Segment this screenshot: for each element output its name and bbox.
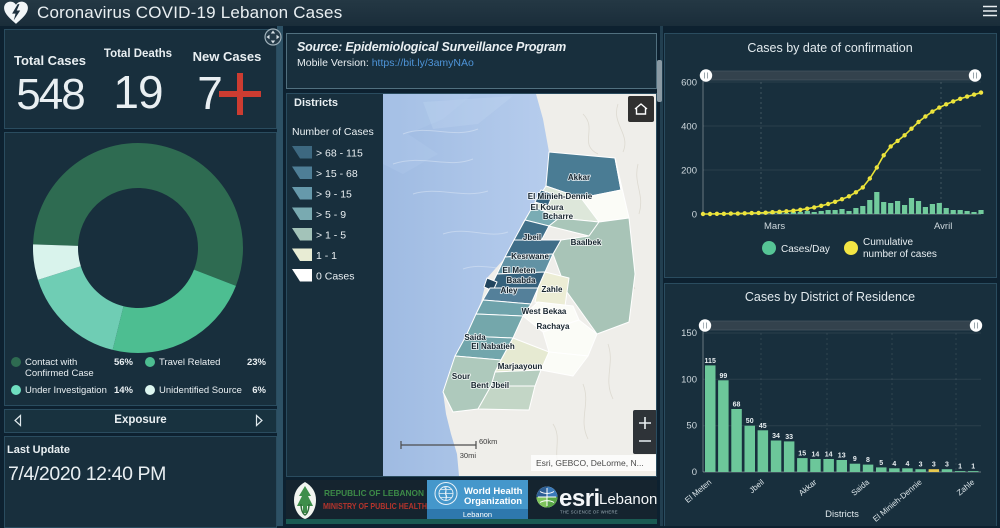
svg-text:Rachaya: Rachaya	[537, 322, 570, 331]
svg-text:23%: 23%	[247, 357, 267, 368]
svg-text:Akkar: Akkar	[568, 173, 590, 182]
svg-text:THE SCIENCE OF WHERE: THE SCIENCE OF WHERE	[560, 510, 618, 515]
svg-text:Zahle: Zahle	[955, 477, 977, 497]
svg-text:Baabda: Baabda	[507, 276, 536, 285]
svg-text:number of cases: number of cases	[863, 249, 937, 260]
svg-text:8: 8	[866, 457, 870, 464]
svg-text:Cases/Day: Cases/Day	[781, 244, 830, 255]
svg-text:15: 15	[798, 451, 806, 458]
svg-text:Jbeil: Jbeil	[747, 477, 766, 495]
svg-text:Saida: Saida	[850, 477, 872, 497]
svg-text:El Meten: El Meten	[503, 266, 536, 275]
svg-text:Sour: Sour	[452, 372, 470, 381]
svg-text:115: 115	[705, 358, 716, 365]
svg-text:9: 9	[853, 456, 857, 463]
svg-text:Cases by date of confirmation: Cases by date of confirmation	[747, 41, 912, 55]
svg-text:60km: 60km	[479, 437, 497, 446]
svg-text:3: 3	[945, 462, 949, 469]
svg-text:Confirmed Case: Confirmed Case	[25, 368, 94, 379]
svg-text:4: 4	[905, 461, 909, 468]
svg-text:Cumulative: Cumulative	[863, 237, 913, 248]
svg-text:Cases by District of Residence: Cases by District of Residence	[745, 290, 915, 304]
svg-text:100: 100	[681, 374, 697, 385]
svg-text:1: 1	[958, 464, 962, 471]
svg-text:50: 50	[686, 421, 697, 432]
svg-text:Lebanon: Lebanon	[463, 510, 492, 519]
svg-text:Kesrwane: Kesrwane	[511, 252, 549, 261]
svg-text:4: 4	[892, 461, 896, 468]
svg-text:99: 99	[720, 373, 728, 380]
svg-text:Aley: Aley	[501, 286, 518, 295]
svg-text:1 - 1: 1 - 1	[316, 250, 337, 262]
svg-text:> 15 - 68: > 15 - 68	[316, 168, 358, 180]
svg-text:3: 3	[919, 462, 923, 469]
svg-text:El Minieh-Dennie: El Minieh-Dennie	[528, 192, 593, 201]
svg-text:14: 14	[812, 452, 820, 459]
svg-text:El Nabatieh: El Nabatieh	[471, 342, 515, 351]
svg-text:Unidentified Source: Unidentified Source	[159, 385, 242, 396]
svg-text:Under Investigation: Under Investigation	[25, 385, 107, 396]
svg-text:1: 1	[971, 464, 975, 471]
svg-text:> 68 - 115: > 68 - 115	[316, 148, 363, 160]
svg-text:El Koura: El Koura	[531, 203, 564, 212]
svg-text:Esri, GEBCO, DeLorme, N...: Esri, GEBCO, DeLorme, N...	[536, 458, 644, 468]
svg-text:5: 5	[879, 460, 883, 467]
svg-text:6%: 6%	[252, 385, 266, 396]
svg-text:14%: 14%	[114, 385, 134, 396]
svg-text:Organization: Organization	[464, 496, 522, 507]
svg-text:> 5 - 9: > 5 - 9	[316, 209, 346, 221]
svg-text:Jbeil: Jbeil	[523, 233, 541, 242]
svg-text:Mars: Mars	[764, 221, 785, 232]
svg-text:Saida: Saida	[464, 333, 486, 342]
svg-text:50: 50	[746, 418, 754, 425]
svg-text:Avril: Avril	[934, 221, 952, 232]
svg-text:600: 600	[681, 78, 697, 89]
svg-text:Lebanon: Lebanon	[599, 491, 657, 508]
svg-text:REPUBLIC OF LEBANON: REPUBLIC OF LEBANON	[324, 488, 424, 498]
svg-text:Marjaayoun: Marjaayoun	[498, 362, 543, 371]
svg-text:West Bekaa: West Bekaa	[522, 307, 567, 316]
svg-text:200: 200	[681, 166, 697, 177]
svg-text:33: 33	[785, 434, 793, 441]
svg-text:MINISTRY OF PUBLIC HEALTH: MINISTRY OF PUBLIC HEALTH	[323, 501, 427, 511]
svg-text:Bent Jbeil: Bent Jbeil	[471, 381, 509, 390]
svg-text:> 1 - 5: > 1 - 5	[316, 230, 346, 242]
svg-text:150: 150	[681, 328, 697, 339]
svg-text:Districts: Districts	[825, 509, 859, 520]
svg-text:30mi: 30mi	[460, 451, 477, 460]
svg-text:0: 0	[692, 467, 697, 478]
svg-text:56%: 56%	[114, 357, 134, 368]
svg-text:World Health: World Health	[464, 486, 523, 497]
svg-text:Akkar: Akkar	[797, 477, 819, 497]
svg-text:Baalbek: Baalbek	[571, 238, 602, 247]
svg-text:Contact with: Contact with	[25, 357, 77, 368]
svg-text:El Meten: El Meten	[683, 478, 713, 505]
svg-text:esri: esri	[559, 485, 600, 512]
svg-text:0 Cases: 0 Cases	[316, 271, 355, 283]
svg-text:3: 3	[932, 462, 936, 469]
svg-text:0: 0	[692, 210, 697, 221]
svg-text:45: 45	[759, 423, 767, 430]
svg-text:400: 400	[681, 122, 697, 133]
svg-text:13: 13	[838, 453, 846, 460]
svg-text:Travel Related: Travel Related	[159, 357, 220, 368]
svg-text:El Minieh-Dennie: El Minieh-Dennie	[871, 477, 924, 523]
svg-text:Zahle: Zahle	[542, 285, 563, 294]
svg-text:34: 34	[772, 433, 780, 440]
svg-text:68: 68	[733, 402, 741, 409]
svg-text:Bcharre: Bcharre	[543, 212, 574, 221]
svg-text:> 9 - 15: > 9 - 15	[316, 189, 352, 201]
svg-text:14: 14	[825, 452, 833, 459]
